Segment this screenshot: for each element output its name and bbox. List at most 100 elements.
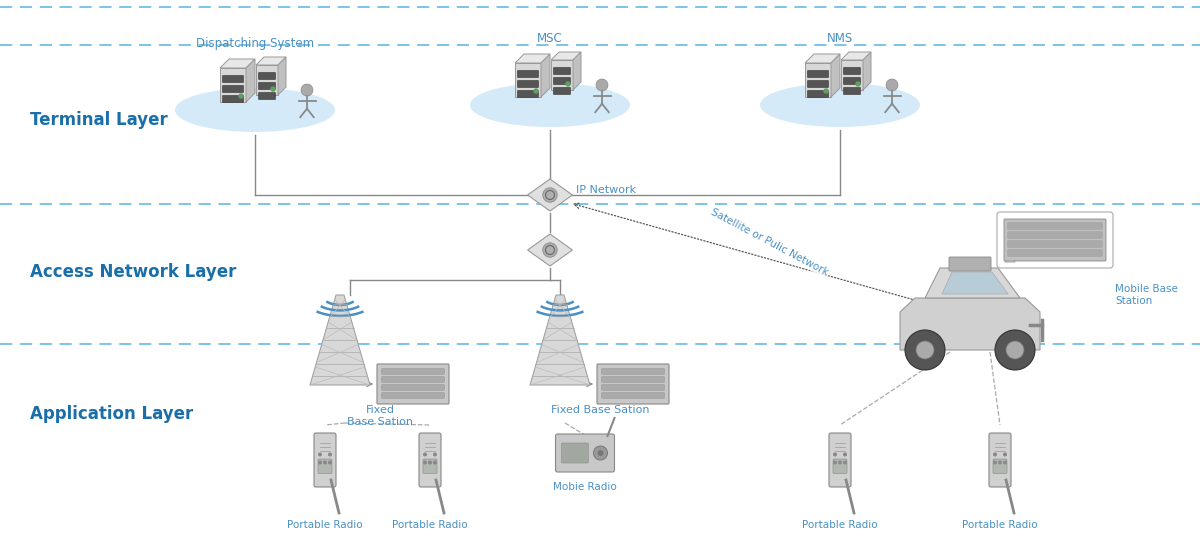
- Circle shape: [994, 452, 997, 456]
- Text: Terminal Layer: Terminal Layer: [30, 111, 168, 129]
- FancyBboxPatch shape: [419, 433, 442, 487]
- Polygon shape: [805, 63, 830, 97]
- Circle shape: [886, 79, 898, 91]
- FancyBboxPatch shape: [808, 91, 828, 97]
- Text: Portable Radio: Portable Radio: [962, 520, 1038, 530]
- Circle shape: [995, 330, 1034, 370]
- FancyBboxPatch shape: [258, 92, 276, 100]
- FancyBboxPatch shape: [222, 76, 244, 82]
- Circle shape: [424, 460, 427, 464]
- FancyBboxPatch shape: [562, 443, 588, 463]
- Polygon shape: [925, 268, 1020, 298]
- Polygon shape: [942, 272, 1008, 294]
- Circle shape: [433, 452, 437, 456]
- Circle shape: [239, 94, 242, 98]
- FancyBboxPatch shape: [844, 68, 860, 74]
- Polygon shape: [551, 60, 574, 90]
- Circle shape: [271, 87, 275, 91]
- Polygon shape: [574, 52, 581, 90]
- Circle shape: [998, 460, 1002, 464]
- FancyBboxPatch shape: [994, 459, 1007, 474]
- FancyBboxPatch shape: [1004, 219, 1106, 261]
- Text: Access Network Layer: Access Network Layer: [30, 263, 236, 281]
- FancyBboxPatch shape: [553, 87, 570, 95]
- FancyBboxPatch shape: [517, 81, 539, 87]
- FancyBboxPatch shape: [382, 393, 444, 398]
- Polygon shape: [551, 52, 581, 60]
- Text: Application Layer: Application Layer: [30, 405, 193, 423]
- Text: MSC: MSC: [538, 32, 563, 45]
- Text: IP Network: IP Network: [576, 185, 636, 195]
- Circle shape: [424, 452, 427, 456]
- Circle shape: [856, 82, 860, 86]
- Circle shape: [542, 243, 557, 257]
- Circle shape: [824, 89, 828, 93]
- FancyBboxPatch shape: [222, 86, 244, 92]
- Polygon shape: [220, 59, 256, 68]
- Polygon shape: [528, 234, 572, 266]
- Circle shape: [534, 89, 538, 93]
- Polygon shape: [246, 59, 256, 102]
- FancyBboxPatch shape: [844, 87, 860, 95]
- Circle shape: [428, 460, 432, 464]
- FancyBboxPatch shape: [808, 71, 828, 77]
- Circle shape: [596, 79, 608, 91]
- FancyBboxPatch shape: [1008, 223, 1103, 229]
- FancyBboxPatch shape: [556, 434, 614, 472]
- Circle shape: [598, 450, 604, 456]
- Polygon shape: [310, 295, 370, 385]
- FancyBboxPatch shape: [997, 212, 1114, 268]
- FancyBboxPatch shape: [949, 257, 991, 271]
- Polygon shape: [841, 52, 871, 60]
- Circle shape: [1006, 341, 1024, 359]
- Text: Dispatching System: Dispatching System: [196, 37, 314, 50]
- Text: Portable Radio: Portable Radio: [287, 520, 362, 530]
- Polygon shape: [515, 63, 541, 97]
- FancyBboxPatch shape: [1008, 241, 1103, 248]
- FancyBboxPatch shape: [844, 77, 860, 85]
- Circle shape: [542, 188, 557, 202]
- FancyBboxPatch shape: [601, 393, 665, 398]
- Circle shape: [318, 452, 322, 456]
- Circle shape: [1003, 452, 1007, 456]
- FancyBboxPatch shape: [598, 364, 670, 404]
- FancyBboxPatch shape: [318, 459, 332, 474]
- Circle shape: [842, 452, 847, 456]
- Circle shape: [994, 460, 997, 464]
- Text: Satellite or Pulic Network: Satellite or Pulic Network: [709, 207, 830, 277]
- Text: Mobie Radio: Mobie Radio: [553, 482, 617, 492]
- Circle shape: [328, 460, 332, 464]
- Polygon shape: [528, 179, 572, 211]
- Circle shape: [905, 330, 946, 370]
- FancyBboxPatch shape: [989, 433, 1010, 487]
- FancyBboxPatch shape: [517, 91, 539, 97]
- Polygon shape: [515, 54, 550, 63]
- FancyBboxPatch shape: [314, 433, 336, 487]
- Text: Portable Radio: Portable Radio: [802, 520, 878, 530]
- FancyBboxPatch shape: [808, 81, 828, 87]
- Polygon shape: [541, 54, 550, 97]
- FancyBboxPatch shape: [601, 377, 665, 382]
- Circle shape: [842, 460, 847, 464]
- FancyBboxPatch shape: [222, 96, 244, 102]
- Circle shape: [916, 341, 934, 359]
- Polygon shape: [805, 54, 840, 63]
- FancyBboxPatch shape: [833, 459, 847, 474]
- Polygon shape: [841, 60, 863, 90]
- Circle shape: [833, 452, 838, 456]
- FancyBboxPatch shape: [553, 77, 570, 85]
- Text: Mobile Base
Station: Mobile Base Station: [1115, 284, 1178, 306]
- Ellipse shape: [175, 88, 335, 132]
- Text: NMS: NMS: [827, 32, 853, 45]
- Circle shape: [433, 460, 437, 464]
- Polygon shape: [900, 298, 1040, 350]
- FancyBboxPatch shape: [382, 385, 444, 390]
- Circle shape: [838, 460, 842, 464]
- Polygon shape: [278, 57, 286, 95]
- Ellipse shape: [760, 83, 920, 127]
- Polygon shape: [1006, 255, 1015, 262]
- Text: Portable Radio: Portable Radio: [392, 520, 468, 530]
- Text: Fixed Base Sation: Fixed Base Sation: [551, 405, 649, 415]
- Circle shape: [833, 460, 838, 464]
- Polygon shape: [530, 295, 590, 385]
